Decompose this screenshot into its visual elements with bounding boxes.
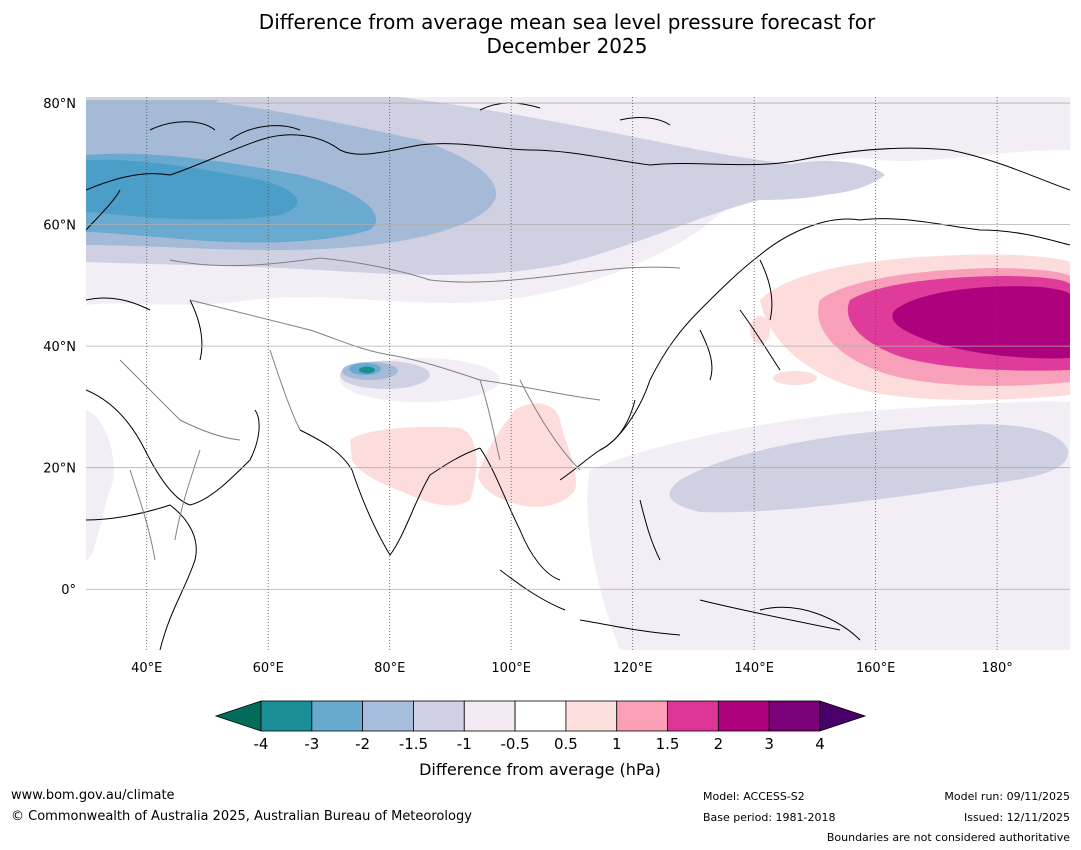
colorbar-segment: [717, 700, 770, 732]
anomaly-region-indian-minus05: [86, 410, 114, 560]
anomaly-layer: [86, 97, 1070, 650]
longitude-label: 160°E: [856, 661, 896, 676]
colorbar-tick-label: 2: [714, 735, 724, 753]
colorbar-tick-label: -2: [355, 735, 370, 753]
footer-base-period: Base period: 1981-2018: [703, 811, 836, 824]
anomaly-region-pacific-small-plus: [773, 371, 817, 385]
colorbar-tick-label: 1.5: [656, 735, 680, 753]
gridlines: [86, 97, 1070, 650]
longitude-label: 120°E: [613, 661, 653, 676]
footer-issued: Issued: 12/11/2025: [963, 811, 1070, 824]
colorbar-title: Difference from average (hPa): [419, 760, 661, 779]
colorbar-tick-label: 1: [612, 735, 622, 753]
colorbar-tick-label: -3: [304, 735, 319, 753]
longitude-labels: 40°E 60°E 80°E 100°E 120°E 140°E 160°E 180°: [131, 661, 1013, 676]
footer-model: Model: ACCESS-S2: [703, 790, 805, 803]
colorbar-tick-label: 4: [815, 735, 825, 753]
colorbar-tick-label: 3: [764, 735, 774, 753]
colorbar-segment: [463, 700, 516, 732]
colorbar-segment: [260, 700, 313, 732]
footer-copyright: © Commonwealth of Australia 2025, Austra…: [11, 809, 472, 824]
anomaly-region-eastsib-minus1: [770, 160, 885, 195]
colorbar: -4 -3 -2 -1.5 -1 -0.5 0.5 1 1.5 2 3 4: [214, 700, 867, 753]
footer-website[interactable]: www.bom.gov.au/climate: [11, 788, 175, 803]
colorbar-tick-label: -0.5: [500, 735, 529, 753]
anomaly-region-tibet-minus4: [359, 366, 375, 374]
title-line-1: Difference from average mean sea level p…: [258, 10, 876, 34]
colorbar-over-arrow: [819, 700, 867, 732]
colorbar-segment: [514, 700, 567, 732]
footer-disclaimer: Boundaries are not considered authoritat…: [826, 831, 1070, 844]
anomaly-region-arctic-minus15: [86, 100, 220, 122]
latitude-label: 60°N: [43, 219, 76, 234]
longitude-label: 60°E: [253, 661, 284, 676]
anomaly-region-india-plus05: [350, 426, 477, 506]
colorbar-tick-label: -1.5: [399, 735, 428, 753]
longitude-label: 40°E: [131, 661, 162, 676]
longitude-label: 180°: [981, 661, 1012, 676]
anomaly-region-subtrop-pacific-minus1: [669, 424, 1069, 513]
colorbar-segment: [362, 700, 414, 732]
colorbar-tick-label: 0.5: [554, 735, 578, 753]
anomaly-region-japan-plus1: [750, 316, 770, 344]
latitude-labels: 80°N 60°N 40°N 20°N 0°: [43, 97, 76, 598]
colorbar-tick-label: -4: [254, 735, 269, 753]
coastlines: [86, 102, 1070, 650]
colorbar-tick-label: -1: [457, 735, 472, 753]
latitude-label: 40°N: [43, 340, 76, 355]
colorbar-under-arrow: [214, 700, 262, 732]
colorbar-segment: [616, 700, 668, 732]
longitude-label: 140°E: [734, 661, 774, 676]
title-line-2: December 2025: [486, 34, 648, 58]
longitude-label: 80°E: [374, 661, 405, 676]
latitude-label: 20°N: [43, 462, 76, 477]
footer-model-run: Model run: 09/11/2025: [944, 790, 1070, 803]
colorbar-segment: [565, 700, 618, 732]
latitude-label: 0°: [61, 583, 76, 598]
colorbar-segment: [667, 700, 719, 732]
latitude-label: 80°N: [43, 97, 76, 112]
colorbar-segment: [311, 700, 364, 732]
anomaly-region-npac-plus2: [892, 286, 1070, 359]
colorbar-segment: [413, 700, 465, 732]
anomaly-region-indochina-plus05: [478, 403, 577, 507]
chart-title: Difference from average mean sea level p…: [0, 10, 1081, 58]
longitude-label: 100°E: [491, 661, 531, 676]
colorbar-segment: [768, 700, 821, 732]
